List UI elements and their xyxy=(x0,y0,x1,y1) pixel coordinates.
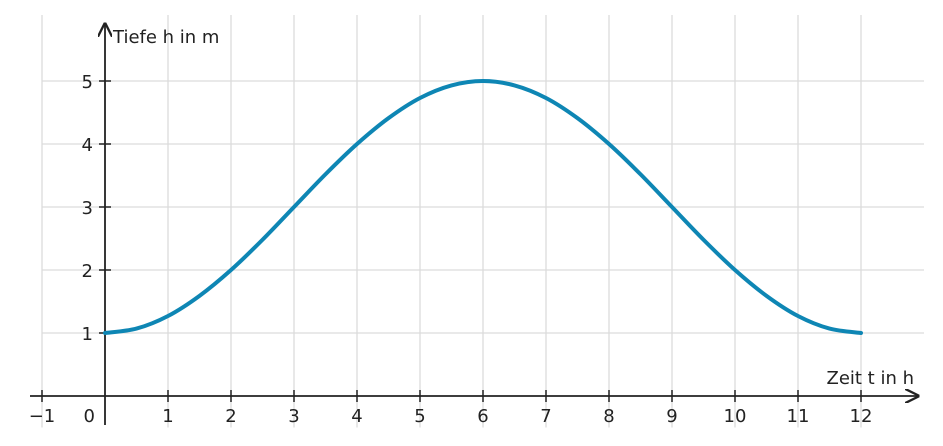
y-tick-label: 5 xyxy=(82,72,93,93)
x-tick-label: −1 xyxy=(29,406,56,427)
x-tick-label: 5 xyxy=(414,406,425,427)
line xyxy=(103,78,863,335)
x-tick-label: 10 xyxy=(724,406,747,427)
x-tick-label: 3 xyxy=(288,406,299,427)
y-tick-label: 2 xyxy=(82,261,93,282)
x-tick-label: 9 xyxy=(666,406,677,427)
plot xyxy=(103,78,863,335)
x-tick-label: 1 xyxy=(162,406,173,427)
x-tick-label: 4 xyxy=(351,406,362,427)
y-axis-label: Tiefe h in m xyxy=(112,27,219,48)
y-tick-label: 4 xyxy=(82,135,93,156)
x-axis-label: Zeit t in h xyxy=(826,368,914,389)
y-tick-label: 3 xyxy=(82,198,93,219)
x-tick-label: 12 xyxy=(850,406,873,427)
x-tick-label: 0 xyxy=(84,406,95,427)
x-tick-label: 7 xyxy=(540,406,551,427)
x-tick-label: 11 xyxy=(787,406,810,427)
y-tick-label: 1 xyxy=(82,324,93,345)
x-tick-label: 8 xyxy=(603,406,614,427)
x-tick-label: 2 xyxy=(225,406,236,427)
x-tick-label: 6 xyxy=(477,406,488,427)
grid xyxy=(41,15,924,428)
